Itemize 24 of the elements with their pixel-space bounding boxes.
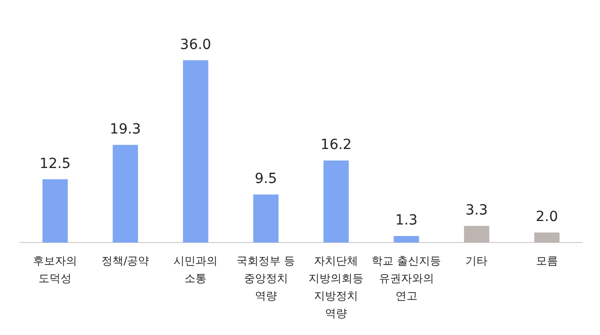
x-tick-label: 모름 — [536, 254, 558, 268]
data-label: 2.0 — [536, 209, 558, 226]
data-label: 12.5 — [40, 156, 71, 172]
data-label: 19.3 — [110, 121, 141, 138]
bar — [112, 144, 138, 243]
data-label: 3.3 — [465, 202, 488, 219]
x-tick-label: 후보자의 도덕성 — [33, 254, 78, 285]
bar — [182, 60, 208, 243]
x-tick-label: 시민과의 소통 — [174, 254, 218, 285]
data-label: 9.5 — [254, 171, 278, 188]
bar — [534, 232, 560, 243]
x-tick-label: 자치단체 지방의회등 지방정치 역량 — [308, 254, 364, 320]
bar — [42, 179, 68, 243]
bar — [323, 160, 349, 243]
bar — [253, 194, 279, 243]
bar — [464, 226, 490, 243]
x-tick-label: 국회정부 등 중앙정치 역량 — [236, 254, 296, 302]
data-label: 36.0 — [180, 36, 212, 53]
bar — [394, 236, 420, 243]
x-tick-label: 학교 출신지등 유권자와의 연고 — [372, 254, 442, 302]
data-label: 1.3 — [395, 212, 418, 229]
x-tick-label: 정책/공약 — [102, 254, 150, 268]
data-label: 16.2 — [320, 137, 352, 154]
x-tick-label: 기타 — [466, 254, 488, 268]
